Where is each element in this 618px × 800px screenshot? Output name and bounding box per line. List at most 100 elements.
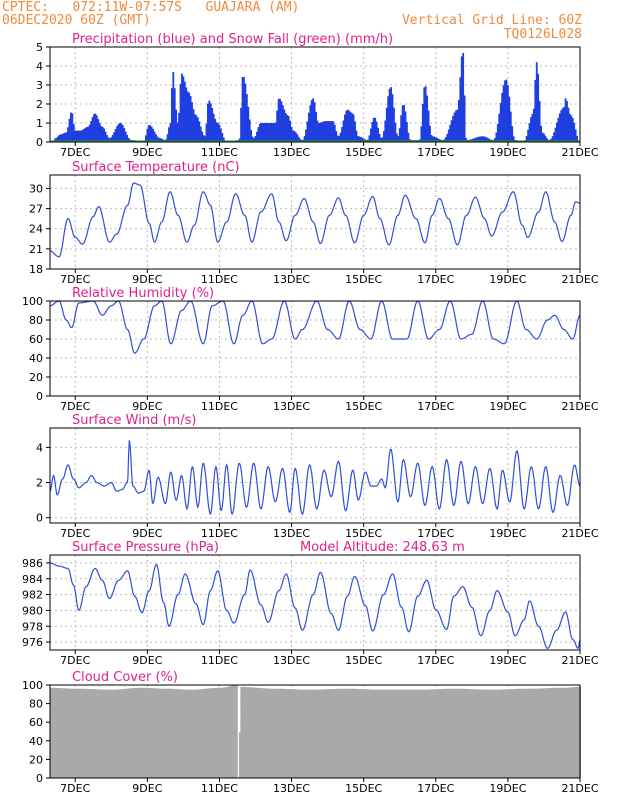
precip-bar <box>221 133 224 142</box>
precip-bar <box>127 137 130 142</box>
cloud-cover-bar <box>432 689 434 778</box>
cloud-cover-bar <box>380 689 383 778</box>
wind-xtick-label: 11DEC <box>201 527 238 540</box>
cloud-cover-bar <box>564 687 567 778</box>
cloud-cover-bar <box>371 689 374 778</box>
cloud-cover-bar <box>367 689 370 778</box>
cloud-cover-bar <box>135 687 137 778</box>
precip-bar <box>88 124 91 142</box>
cloud-cover-bar <box>569 687 571 778</box>
cloud-cover-bar <box>214 687 217 778</box>
cloud-cover-bar <box>259 688 261 778</box>
cloud-cover-bar <box>51 687 54 778</box>
cloud-cover-bar <box>404 689 407 778</box>
cloud-cover-bar <box>198 689 201 778</box>
precip-bar <box>345 110 348 142</box>
precip-bar <box>117 124 120 142</box>
pressure-xtick-label: 17DEC <box>417 654 454 667</box>
precip-bar <box>528 123 531 142</box>
cloud-cover-bar <box>533 688 535 778</box>
cloud-cover-bar <box>488 689 491 778</box>
cloud-cover-bar <box>548 688 551 778</box>
precip-bar <box>145 135 147 142</box>
precip-bar <box>286 115 289 142</box>
precip-bar <box>393 107 395 142</box>
precip-bar <box>400 115 403 142</box>
cloud-cover-bar <box>298 689 300 778</box>
cloud-cover-bar <box>130 688 133 778</box>
precip-bar <box>538 101 541 142</box>
precip-bar <box>551 136 554 142</box>
cloud-cover-bar <box>273 688 276 778</box>
cloud-cover-bar <box>462 688 465 778</box>
cloud-cover-bar <box>84 688 87 778</box>
precip-xtick-label: 19DEC <box>489 146 526 159</box>
cloud-cover-bar <box>145 687 147 778</box>
pressure-ytick-label: 986 <box>22 557 43 570</box>
cloud-cover-bar <box>309 689 312 778</box>
cloud-cover-bar <box>50 687 52 778</box>
precip-xtick-label: 11DEC <box>201 146 238 159</box>
cloud-cover-bar <box>430 689 433 778</box>
precip-bar <box>61 134 64 142</box>
temperature-xtick-label: 13DEC <box>273 273 310 286</box>
precip-bar <box>195 115 198 142</box>
precip-bar <box>114 129 117 142</box>
cloud-cover-bar <box>373 689 375 778</box>
precip-bar <box>250 130 253 142</box>
precip-bar <box>120 123 123 142</box>
precip-bar <box>462 52 465 143</box>
cloud-cover-bar <box>316 689 319 778</box>
cloud-cover-bar <box>527 688 530 778</box>
precip-bar <box>194 114 196 142</box>
precip-bar <box>217 123 219 142</box>
cloud-cover-bar <box>570 687 573 778</box>
cloud-cover-bar <box>446 688 449 778</box>
cloud-cover-bar <box>181 689 183 778</box>
precip-bar <box>543 133 545 142</box>
cloud-ytick-label: 0 <box>36 772 43 785</box>
precip-bar <box>55 137 58 142</box>
cloud-cover-bar <box>201 689 204 778</box>
cloud-cover-bar <box>103 689 106 778</box>
cloud-cover-bar <box>96 689 98 778</box>
precip-bar <box>449 124 452 142</box>
cloud-cover-bar <box>140 687 143 778</box>
precip-bar <box>388 88 391 142</box>
precip-bar <box>453 112 456 142</box>
cloud-cover-bar <box>158 688 160 778</box>
cloud-cover-bar <box>262 688 264 778</box>
precip-bar <box>248 119 251 142</box>
cloud-cover-bar <box>165 688 168 778</box>
precip-bar <box>199 126 202 142</box>
cloud-cover-bar <box>280 688 283 778</box>
precip-bar <box>494 138 496 142</box>
cloud-cover-bar <box>399 689 401 778</box>
cloud-cover-bar <box>388 689 391 778</box>
precip-bar <box>544 135 547 142</box>
precip-bar <box>459 77 462 142</box>
cloud-cover-bar <box>423 689 426 778</box>
precip-bar <box>107 137 110 142</box>
header-grid-line: Vertical Grid Line: 60Z <box>401 13 582 28</box>
cloud-cover-bar <box>319 689 322 778</box>
precip-bar <box>240 107 242 142</box>
precip-bar <box>207 103 209 142</box>
cloud-cover-bar <box>305 689 308 778</box>
temperature-xtick-label: 11DEC <box>201 273 238 286</box>
cloud-cover-bar <box>194 689 196 778</box>
precip-bar <box>374 117 377 142</box>
cloud-cover-bar <box>123 688 126 778</box>
cloud-cover-bar <box>94 689 97 778</box>
precip-bar <box>91 117 94 142</box>
precip-bar <box>401 105 404 142</box>
precip-bar <box>535 62 538 143</box>
precip-bar <box>271 123 274 142</box>
precip-bar <box>444 137 447 142</box>
cloud-cover-bar <box>266 688 269 778</box>
precip-bar <box>283 109 286 142</box>
cloud-cover-bar <box>485 689 488 778</box>
cloud-cover-bar <box>407 689 410 778</box>
cloud-cover-bar <box>424 689 427 778</box>
